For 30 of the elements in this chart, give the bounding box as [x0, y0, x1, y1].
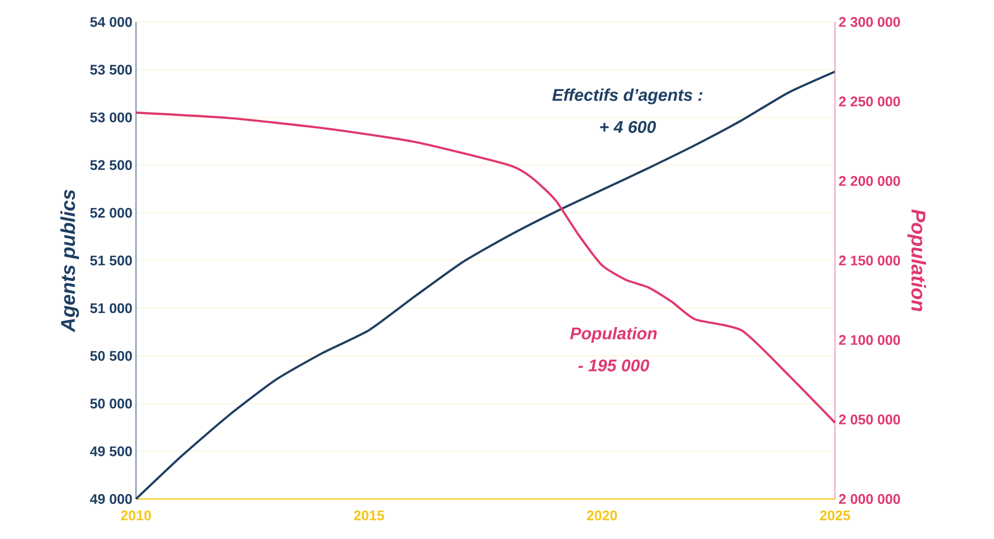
y-tick-label: 51 000 — [90, 303, 132, 314]
y2-tick-label: 2 150 000 — [839, 256, 900, 266]
y-tick-label: 54 000 — [90, 17, 132, 27]
y2-tick-label: 2 050 000 — [839, 414, 900, 424]
y2-axis-title: Population — [907, 209, 926, 312]
x-tick-label: 2015 — [354, 510, 384, 520]
y-tick-label: 52 500 — [90, 160, 132, 170]
line-series — [134, 112, 836, 424]
annotation: Effectifs d’agents : — [552, 88, 702, 104]
y-tick-label: 49 500 — [90, 446, 132, 456]
y2-tick-label: 2 300 000 — [839, 17, 900, 27]
y-axis-title: Agents publics — [60, 190, 79, 332]
annotation: Population — [570, 327, 657, 343]
y-tick-label: 50 000 — [90, 398, 132, 409]
y2-tick-label: 2 000 000 — [839, 494, 900, 504]
x-tick-label: 2025 — [820, 510, 850, 520]
x-tick-label: 2010 — [120, 510, 151, 520]
y2-tick-label: 2 200 000 — [839, 176, 900, 186]
annotation: + 4 600 — [600, 120, 656, 133]
y-tick-label: 51 500 — [90, 256, 132, 266]
y-tick-label: 50 500 — [90, 350, 132, 361]
y-tick-label: 53 000 — [90, 112, 132, 122]
x-tick-label: 2020 — [586, 510, 617, 520]
y-tick-label: 52 000 — [90, 208, 132, 218]
y-tick-label: 49 000 — [90, 494, 132, 504]
line-series — [134, 70, 836, 500]
y2-tick-label: 2 250 000 — [839, 96, 900, 106]
y-tick-label: 53 500 — [90, 64, 132, 75]
y2-tick-label: 2 100 000 — [839, 335, 900, 345]
annotation: - 195 000 — [578, 359, 650, 372]
